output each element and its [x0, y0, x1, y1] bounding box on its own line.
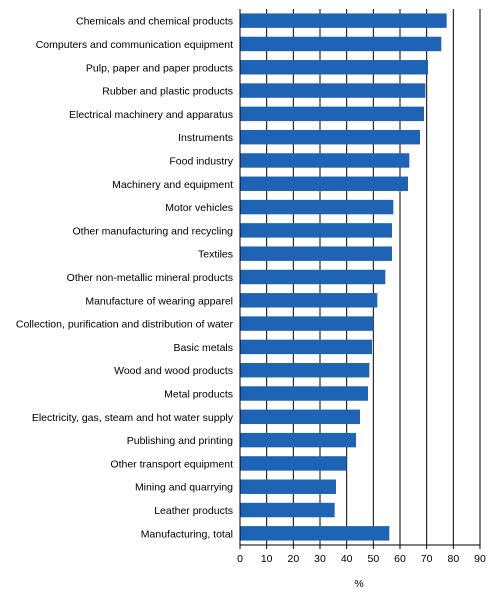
bar-8: [240, 199, 394, 215]
category-label-2: Pulp, paper and paper products: [86, 62, 233, 74]
bar-21: [240, 502, 335, 518]
category-label-19: Other transport equipment: [110, 458, 233, 470]
category-label-17: Electricity, gas, steam and hot water su…: [32, 412, 234, 424]
category-labels: Chemicals and chemical products Computers…: [16, 16, 234, 541]
bar-0: [240, 13, 447, 28]
x-tick-label-40: 40: [341, 553, 353, 565]
bars: [240, 13, 447, 541]
bar-7: [240, 176, 408, 192]
bar-4: [240, 106, 424, 122]
bar-2: [240, 60, 428, 75]
x-tick-label-30: 30: [314, 553, 326, 565]
category-label-22: Manufacturing, total: [141, 528, 233, 540]
category-label-21: Leather products: [154, 505, 233, 517]
x-tick-label-80: 80: [447, 553, 459, 565]
x-tick-label-20: 20: [287, 553, 299, 565]
bar-13: [240, 316, 374, 331]
bar-18: [240, 432, 356, 448]
category-label-12: Manufacture of wearing apparel: [85, 295, 233, 307]
category-label-1: Computers and communication equipment: [36, 39, 233, 51]
x-tick-label-90: 90: [474, 553, 486, 565]
bar-16: [240, 386, 368, 401]
bar-1: [240, 36, 442, 52]
bar-22: [240, 526, 390, 541]
category-label-5: Instruments: [178, 132, 233, 144]
bar-3: [240, 83, 426, 98]
x-axis-title: %: [354, 578, 363, 590]
bar-5: [240, 129, 420, 145]
bar-9: [240, 223, 392, 238]
category-label-8: Motor vehicles: [165, 202, 233, 214]
x-axis: 0 10 20 30 40 50 60 70 80 90: [237, 9, 486, 565]
category-label-14: Basic metals: [173, 342, 233, 354]
x-tick-label-0: 0: [237, 553, 243, 565]
x-tick-label-50: 50: [367, 553, 379, 565]
category-label-18: Publishing and printing: [127, 435, 233, 447]
bar-11: [240, 269, 386, 285]
bar-20: [240, 479, 336, 494]
category-label-9: Other manufacturing and recycling: [73, 225, 234, 237]
category-label-16: Metal products: [164, 389, 233, 401]
category-label-13: Collection, purification and distributio…: [16, 319, 234, 331]
x-tick-label-70: 70: [421, 553, 433, 565]
category-label-7: Machinery and equipment: [112, 179, 233, 191]
x-tick-label-10: 10: [261, 553, 273, 565]
category-label-11: Other non-metallic mineral products: [67, 272, 233, 284]
bar-12: [240, 293, 378, 308]
bar-15: [240, 362, 370, 378]
bar-17: [240, 409, 360, 425]
bar-14: [240, 339, 372, 355]
category-label-6: Food industry: [169, 155, 233, 167]
bar-10: [240, 246, 392, 261]
category-label-0: Chemicals and chemical products: [76, 16, 233, 28]
category-label-10: Textiles: [198, 249, 233, 261]
category-label-3: Rubber and plastic products: [102, 86, 233, 98]
category-label-20: Mining and quarrying: [135, 482, 233, 494]
bar-6: [240, 153, 410, 168]
bar-19: [240, 456, 347, 471]
category-label-4: Electrical machinery and apparatus: [69, 109, 233, 121]
x-tick-label-60: 60: [394, 553, 406, 565]
category-label-15: Wood and wood products: [114, 365, 233, 377]
